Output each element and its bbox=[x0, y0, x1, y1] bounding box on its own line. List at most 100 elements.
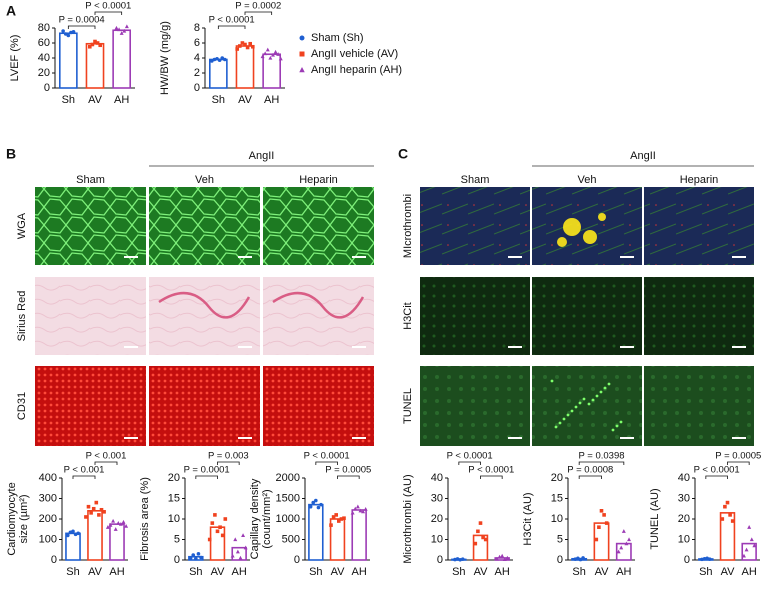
y-tick-label: 1500 bbox=[276, 492, 300, 504]
group-header: AngII bbox=[249, 150, 275, 162]
marker bbox=[235, 549, 240, 554]
signal-dot bbox=[607, 382, 611, 386]
y-tick-label: 10 bbox=[431, 533, 443, 545]
row-label: TUNEL bbox=[402, 388, 414, 424]
marker bbox=[276, 52, 281, 56]
marker bbox=[63, 32, 68, 36]
signal-dot bbox=[611, 428, 615, 432]
signal-dot bbox=[570, 409, 574, 413]
marker bbox=[88, 44, 92, 49]
x-tick-label: Sh bbox=[189, 566, 202, 578]
signal-dot bbox=[587, 402, 591, 406]
marker bbox=[220, 533, 225, 538]
marker bbox=[91, 506, 96, 511]
y-axis-label: TUNEL (AU) bbox=[649, 488, 661, 549]
bracket bbox=[578, 475, 602, 479]
marker bbox=[117, 27, 122, 32]
x-tick-label: AV bbox=[88, 94, 103, 106]
y-tick-label: 0 bbox=[174, 554, 180, 566]
fibrosis bbox=[272, 292, 365, 319]
fibrosis bbox=[158, 292, 251, 319]
x-tick-label: AV bbox=[595, 566, 610, 578]
signal-dot bbox=[599, 390, 603, 394]
legend-label: AngII vehicle (AV) bbox=[311, 48, 398, 60]
micrograph bbox=[644, 366, 754, 446]
x-tick-label: Sh bbox=[62, 94, 75, 106]
column-header: Sham bbox=[76, 174, 105, 186]
y-tick-label: 20 bbox=[38, 67, 50, 79]
marker bbox=[329, 523, 333, 527]
marker bbox=[188, 556, 193, 560]
x-tick-label: AV bbox=[721, 566, 736, 578]
y-axis-label: size (µm²) bbox=[18, 494, 30, 543]
marker bbox=[220, 56, 225, 60]
y-tick-label: 0 bbox=[194, 82, 200, 94]
x-tick-label: Sh bbox=[212, 94, 225, 106]
marker bbox=[749, 537, 754, 542]
marker bbox=[273, 49, 278, 54]
signal-dot bbox=[595, 394, 599, 398]
column-header: Veh bbox=[578, 174, 597, 186]
marker bbox=[94, 500, 99, 505]
signal-dot bbox=[591, 398, 595, 402]
marker bbox=[263, 51, 268, 56]
marker bbox=[355, 504, 360, 509]
marker bbox=[502, 557, 507, 562]
micrograph bbox=[644, 187, 754, 265]
marker bbox=[122, 28, 127, 33]
y-tick-label: 6 bbox=[194, 37, 200, 49]
p-value: P = 0.0008 bbox=[567, 465, 613, 476]
marker bbox=[111, 518, 116, 523]
bracket bbox=[217, 25, 246, 29]
signal-dot bbox=[562, 417, 566, 421]
x-tick-label: AH bbox=[264, 94, 279, 106]
marker bbox=[602, 513, 606, 517]
marker bbox=[299, 35, 305, 41]
marker bbox=[744, 547, 749, 552]
marker bbox=[238, 44, 242, 48]
signal-dot bbox=[554, 425, 558, 429]
bar bbox=[85, 42, 105, 89]
marker bbox=[483, 537, 488, 542]
micrograph bbox=[644, 277, 754, 355]
signal-dot bbox=[558, 421, 562, 425]
x-tick-label: Sh bbox=[66, 566, 79, 578]
marker bbox=[196, 552, 201, 556]
y-tick-label: 40 bbox=[678, 472, 690, 484]
marker bbox=[478, 521, 483, 525]
p-value: P < 0.0001 bbox=[209, 15, 255, 26]
marker bbox=[89, 511, 93, 515]
micrograph bbox=[420, 277, 530, 355]
marker bbox=[353, 506, 358, 511]
marker bbox=[337, 519, 341, 523]
micrograph bbox=[149, 187, 260, 265]
marker bbox=[500, 553, 505, 558]
y-tick-label: 0 bbox=[437, 554, 443, 566]
row-label: CD31 bbox=[16, 392, 28, 420]
micrograph bbox=[420, 366, 530, 446]
marker bbox=[476, 529, 480, 534]
bar bbox=[262, 53, 281, 89]
y-tick-label: 1000 bbox=[276, 513, 300, 525]
y-axis-label: H3Cit (AU) bbox=[522, 492, 534, 545]
marker bbox=[741, 553, 746, 558]
bracket bbox=[337, 475, 360, 479]
y-tick-label: 0 bbox=[684, 554, 690, 566]
panel-label: A bbox=[6, 3, 16, 19]
marker bbox=[98, 43, 102, 48]
marker bbox=[243, 545, 248, 550]
marker bbox=[265, 47, 270, 52]
y-tick-label: 500 bbox=[282, 533, 300, 545]
marker bbox=[210, 521, 215, 525]
signal-dot bbox=[619, 420, 623, 424]
bar bbox=[741, 542, 757, 561]
row-label: WGA bbox=[16, 212, 28, 239]
bracket bbox=[72, 475, 96, 479]
x-tick-label: AH bbox=[232, 566, 247, 578]
x-tick-label: Sh bbox=[309, 566, 322, 578]
marker bbox=[235, 47, 239, 51]
marker bbox=[594, 537, 599, 542]
marker bbox=[118, 521, 123, 526]
bar bbox=[109, 523, 125, 561]
bracket bbox=[578, 461, 625, 465]
